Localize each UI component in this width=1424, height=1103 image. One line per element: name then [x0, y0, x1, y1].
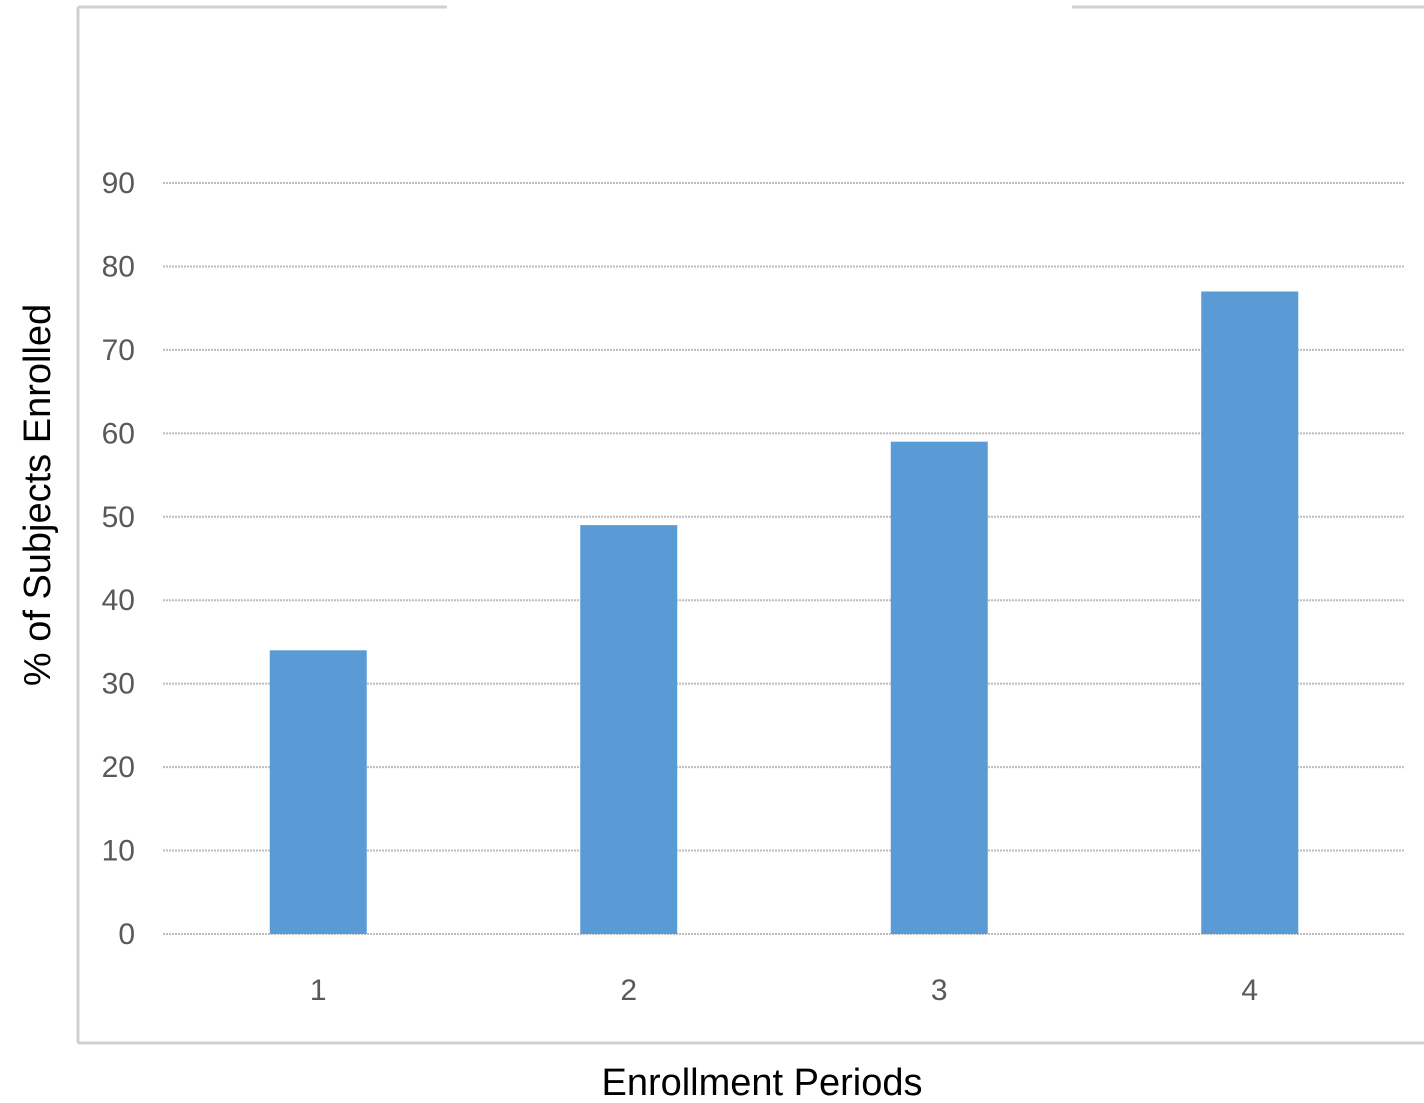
bar-3 [890, 441, 988, 934]
y-tick-label: 80 [102, 250, 135, 283]
x-tick-label: 4 [1241, 974, 1258, 1007]
x-tick-label: 2 [620, 974, 637, 1007]
bar-2 [580, 525, 678, 934]
y-tick-label: 30 [102, 668, 135, 701]
y-tick-label: 20 [102, 751, 135, 784]
y-tick-label: 40 [102, 584, 135, 617]
chart-frame [76, 5, 1424, 1045]
x-tick-label: 1 [310, 974, 327, 1007]
y-tick-label: 70 [102, 334, 135, 367]
y-axis-title: % of Subjects Enrolled [17, 304, 59, 686]
y-axis-ticks: 0 10 20 30 40 50 60 70 80 90 [102, 167, 135, 951]
bar-1 [269, 650, 367, 934]
x-axis-title: Enrollment Periods [601, 1062, 922, 1103]
bars [269, 291, 1299, 934]
gridlines [163, 182, 1405, 935]
y-tick-label: 10 [102, 835, 135, 868]
x-axis-ticks: 1 2 3 4 [310, 974, 1258, 1007]
y-tick-label: 0 [118, 918, 135, 951]
bar-4 [1201, 291, 1299, 934]
y-tick-label: 90 [102, 167, 135, 200]
y-tick-label: 50 [102, 501, 135, 534]
x-tick-label: 3 [931, 974, 948, 1007]
y-tick-label: 60 [102, 417, 135, 450]
